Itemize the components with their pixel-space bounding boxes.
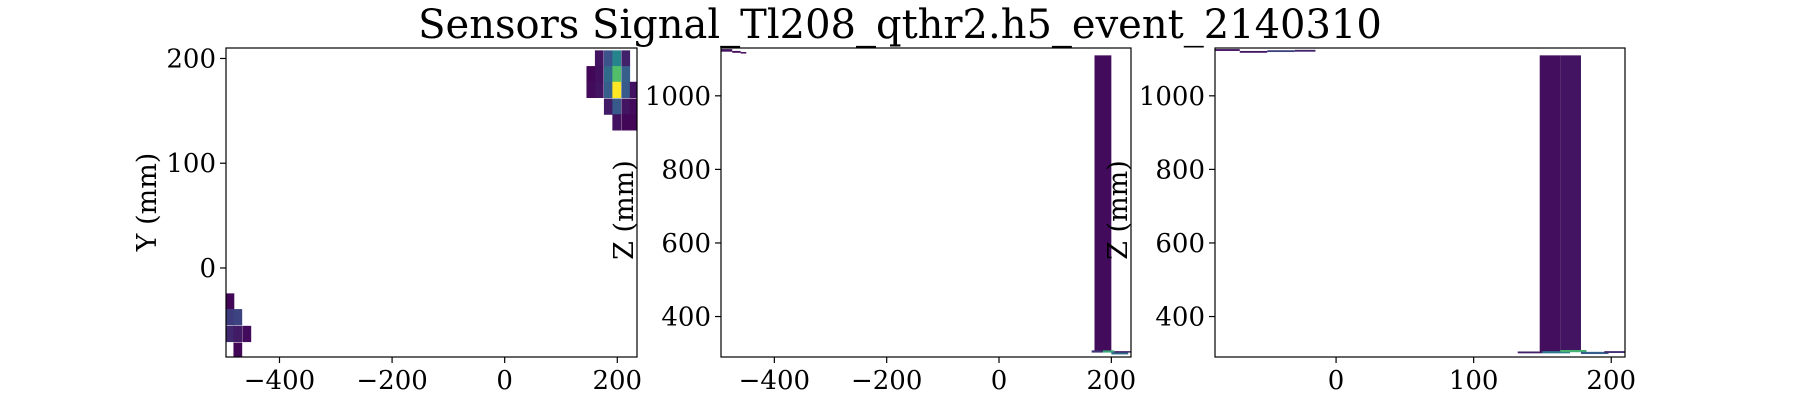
panel-xz-bar bbox=[1114, 351, 1131, 353]
panel-xy-cell bbox=[629, 114, 637, 131]
panel-xy-cell bbox=[621, 114, 631, 131]
panel-xy-cell bbox=[594, 66, 604, 83]
panel-xz-bar bbox=[732, 50, 741, 53]
panel-xy-cell bbox=[594, 50, 604, 67]
panel-xy-cell bbox=[586, 81, 596, 99]
panel-xz-bar bbox=[1091, 350, 1103, 353]
panel-xy-plot bbox=[226, 50, 637, 357]
panel-xy-cell bbox=[603, 81, 613, 99]
panel-xz: −400 −200 0 200 400 600 800 1000 Z (mm) bbox=[609, 47, 1136, 396]
panel-xy-cell bbox=[226, 309, 235, 326]
panel-yz-bar bbox=[1560, 55, 1581, 352]
panel-xy-cell bbox=[612, 114, 622, 131]
panel-xz-ylabel: Z (mm) bbox=[609, 160, 640, 260]
panel-xy-frame bbox=[225, 47, 638, 358]
panel-xy-cell bbox=[612, 50, 622, 67]
panel-xy-cell bbox=[629, 98, 637, 115]
panel-xz-bar bbox=[740, 52, 747, 54]
panel-xy-cell bbox=[226, 325, 235, 343]
panel-xy-cell bbox=[629, 81, 637, 99]
panel-xz-xtick-label: 200 bbox=[1087, 366, 1137, 396]
panel-yz-ticks: 0 100 200 400 600 800 1000 bbox=[1139, 82, 1636, 396]
panel-yz-bar bbox=[1267, 50, 1295, 53]
panel-yz-ytick-label: 400 bbox=[1155, 303, 1205, 333]
panel-xy-cell bbox=[621, 50, 631, 67]
panel-xz-bar bbox=[1094, 55, 1112, 352]
panel-xz-plot bbox=[721, 49, 1131, 355]
panel-yz-bar bbox=[1580, 351, 1609, 355]
panel-yz-ylabel: Z (mm) bbox=[1103, 160, 1134, 260]
panel-xy-cell bbox=[612, 66, 622, 83]
panel-xy-cell bbox=[603, 66, 613, 83]
panel-xy-ytick-label: 100 bbox=[166, 149, 216, 179]
panel-xy-cell bbox=[242, 325, 252, 343]
panel-yz-ytick-label: 800 bbox=[1155, 155, 1205, 185]
panel-xy-xtick-label: 200 bbox=[592, 366, 642, 396]
panel-yz-ytick-label: 600 bbox=[1155, 229, 1205, 259]
panel-yz-bar bbox=[1539, 55, 1561, 352]
panel-xy-cell bbox=[603, 50, 613, 67]
panel-yz-xtick-label: 200 bbox=[1586, 366, 1636, 396]
panel-xz-ytick-label: 1000 bbox=[645, 82, 711, 112]
panel-yz-bar bbox=[1542, 351, 1570, 354]
panel-xy-xtick-label: −400 bbox=[244, 366, 315, 396]
panel-xy-cell bbox=[594, 81, 604, 99]
panel-yz-bar bbox=[1560, 350, 1587, 353]
panel-xy-xtick-label: −200 bbox=[356, 366, 427, 396]
panel-xy-cell bbox=[603, 98, 613, 115]
panel-yz-plot bbox=[1215, 49, 1625, 355]
panel-xy-ytick-label: 0 bbox=[199, 254, 216, 284]
figure-title: Sensors Signal_Tl208_qthr2.h5_event_2140… bbox=[418, 2, 1382, 48]
panel-xy-cell bbox=[621, 66, 631, 83]
panel-xy-cell bbox=[226, 293, 235, 310]
panel-xy: −400 −200 0 200 0 100 200 Y (mm) bbox=[132, 44, 642, 396]
panel-xy-cell bbox=[621, 81, 631, 99]
panel-xy-cell bbox=[586, 66, 596, 83]
panel-xy-cell bbox=[612, 81, 622, 99]
panel-yz: 0 100 200 400 600 800 1000 Z (mm) bbox=[1103, 47, 1636, 396]
panel-yz-bar bbox=[1294, 49, 1316, 52]
panel-yz-bar bbox=[1215, 49, 1240, 51]
panel-yz-ytick-label: 1000 bbox=[1139, 82, 1205, 112]
panel-xy-cell bbox=[233, 309, 243, 326]
panel-xy-cell bbox=[621, 98, 631, 115]
panel-xz-bar bbox=[1102, 350, 1115, 353]
panel-xz-ytick-label: 800 bbox=[661, 155, 711, 185]
panel-xz-ticks: −400 −200 0 200 400 600 800 1000 bbox=[645, 82, 1136, 396]
panel-xz-bar bbox=[721, 49, 733, 52]
panel-xz-xtick-label: −200 bbox=[851, 366, 922, 396]
panel-xy-ytick-label: 200 bbox=[166, 44, 216, 74]
panel-yz-xtick-label: 0 bbox=[1328, 366, 1345, 396]
panel-yz-xtick-label: 100 bbox=[1449, 366, 1499, 396]
panel-xy-cell bbox=[233, 342, 243, 357]
panel-yz-bar bbox=[1604, 351, 1625, 353]
panel-xy-ticks: −400 −200 0 200 0 100 200 bbox=[166, 44, 642, 396]
panel-xy-ylabel: Y (mm) bbox=[132, 153, 163, 253]
panel-xz-frame bbox=[720, 47, 1132, 358]
panel-yz-bar bbox=[1239, 50, 1268, 53]
panel-xy-cell bbox=[612, 98, 622, 115]
panel-xy-xtick-label: 0 bbox=[496, 366, 513, 396]
panel-xz-ytick-label: 400 bbox=[661, 303, 711, 333]
panel-xz-xtick-label: −400 bbox=[739, 366, 810, 396]
panel-xz-bar bbox=[1111, 352, 1129, 355]
panel-xz-ytick-label: 600 bbox=[661, 229, 711, 259]
panel-yz-bar bbox=[1517, 351, 1543, 354]
panel-xz-xtick-label: 0 bbox=[991, 366, 1008, 396]
panel-yz-frame bbox=[1214, 47, 1626, 358]
panel-xy-cell bbox=[233, 325, 243, 343]
